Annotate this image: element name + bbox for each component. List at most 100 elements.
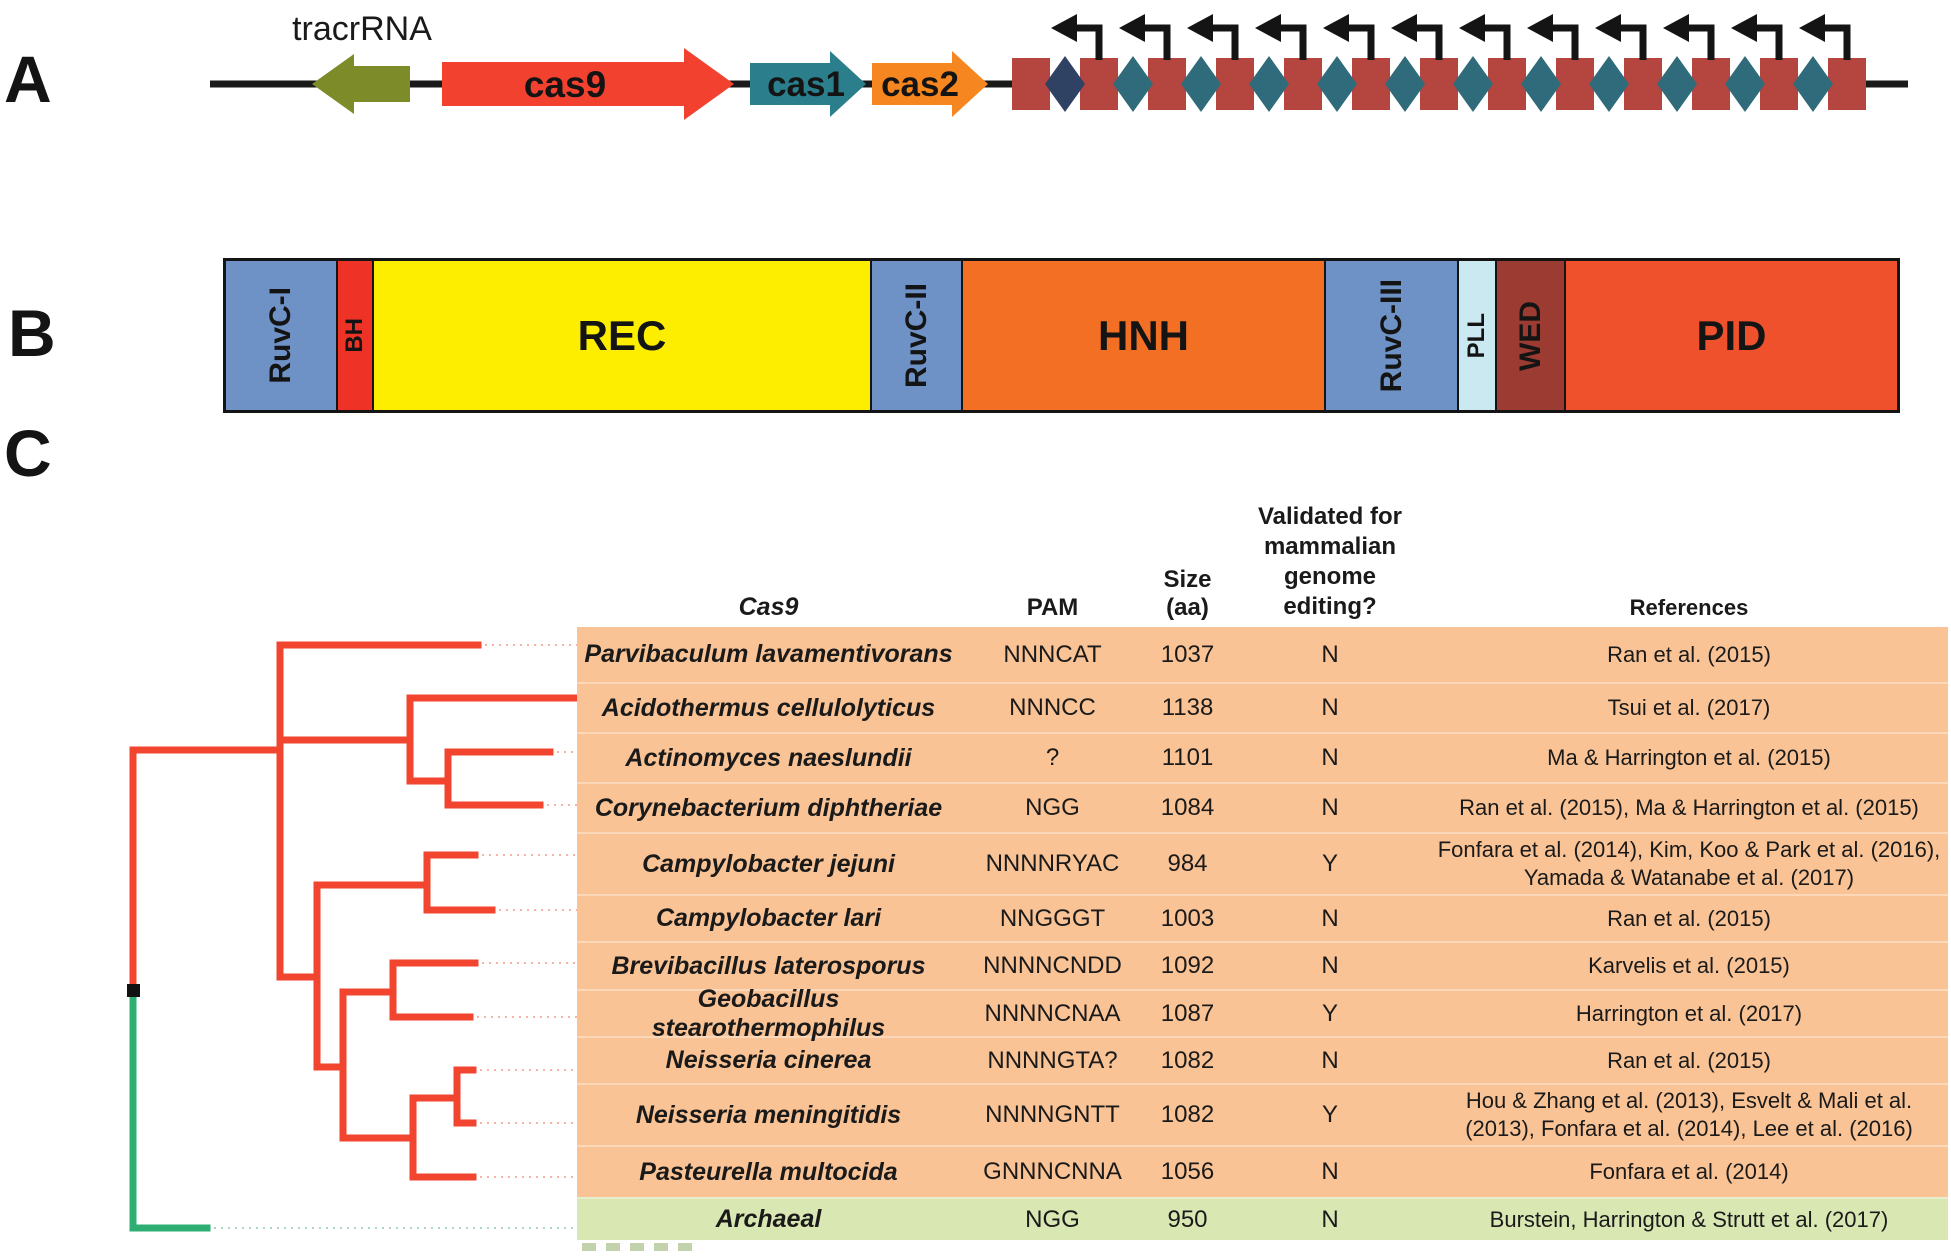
header-cas9: Cas9	[738, 593, 799, 621]
table-row: Campylobacter lari NNGGGT 1003 N Ran et al. …	[577, 894, 1948, 941]
panel-a-label: A	[4, 42, 52, 116]
domain-label: BH	[341, 318, 368, 353]
domain-pid: PID	[1566, 261, 1897, 410]
references-value: Harrington et al. (2017)	[1575, 1000, 1803, 1026]
validated-value: N	[1321, 694, 1339, 721]
species-name: Actinomyces naeslundii	[625, 743, 912, 772]
promoter-arrowhead	[1119, 14, 1145, 42]
promoter-arrow	[1481, 24, 1511, 60]
cas2-label: cas2	[881, 65, 959, 104]
tree-branch-archaeal	[129, 986, 211, 1232]
pam-value: NNGGGT	[999, 904, 1106, 932]
promoter-arrow	[1345, 24, 1375, 60]
domain-label: PID	[1696, 311, 1767, 359]
tracrRNA-label: tracrRNA	[292, 10, 432, 48]
species-name: Campylobacter lari	[655, 904, 882, 932]
pam-value: NNNNCNDD	[983, 952, 1122, 979]
domain-hnh: HNH	[963, 261, 1326, 410]
validated-value: Y	[1321, 850, 1338, 877]
spacer-diamond	[1453, 56, 1493, 112]
promoter-arrow	[1617, 24, 1647, 60]
header-validated: Validated for mammalian genome editing?	[1257, 503, 1403, 620]
species-name: Campylobacter jejuni	[642, 849, 895, 878]
panel-b-label: B	[8, 296, 56, 370]
table-row: Pasteurella multocida GNNNCNNA 1056 N Fonfar…	[577, 1145, 1948, 1197]
promoter-arrowhead	[1255, 14, 1281, 42]
species-name: Pasteurella multocida	[639, 1157, 898, 1186]
pam-value: GNNNCNNA	[983, 1158, 1122, 1185]
repeat-square	[1556, 58, 1594, 110]
table-row: Acidothermus cellulolyticus NNNCC 1138 N Tsu…	[577, 682, 1948, 732]
spacer-diamond	[1793, 56, 1833, 112]
size-value: 1087	[1160, 999, 1215, 1027]
references-value: Fonfara et al. (2014), Kim, Koo & Park e…	[1437, 837, 1941, 890]
phylogenetic-tree	[127, 641, 581, 1232]
domain-label: WED	[1513, 300, 1547, 371]
crispr-locus-diagram: tracrRNA cas9 cas1 cas2	[210, 10, 1908, 120]
pam-value: NNNCC	[1009, 694, 1096, 721]
size-value: 984	[1167, 850, 1208, 877]
promoter-arrowhead	[1731, 14, 1757, 42]
pam-value: NGG	[1025, 794, 1080, 821]
table-row: Neisseria cinerea NNNNGTA? 1082 N Ran et al.…	[577, 1036, 1948, 1083]
spacer-diamond	[1249, 56, 1289, 112]
table-row: Corynebacterium diphtheriae NGG 1084 N Ran e…	[577, 782, 1948, 832]
size-value: 1003	[1160, 904, 1215, 932]
table-header-row: Cas9 PAM Size (aa) Validated for mammali…	[577, 492, 1948, 627]
promoter-arrow	[1549, 24, 1579, 60]
references-value: Ran et al. (2015)	[1607, 905, 1771, 931]
domain-label: HNH	[1098, 311, 1189, 359]
promoter-arrow	[1141, 24, 1171, 60]
promoter-arrowhead	[1527, 14, 1553, 42]
promoter-arrowhead	[1663, 14, 1689, 42]
repeat-square	[1692, 58, 1730, 110]
tracrRNA-gene-arrow	[312, 54, 410, 114]
table-row: Parvibaculum lavamentivorans NNNCAT 1037 N R…	[577, 627, 1948, 682]
spacer-diamond	[1385, 56, 1425, 112]
pam-value: NNNNCNAA	[984, 999, 1121, 1027]
species-name: Brevibacillus laterosporus	[611, 951, 926, 980]
validated-value: N	[1321, 1205, 1339, 1233]
pam-value: NNNNGNTT	[985, 1101, 1120, 1128]
domain-ruvc-ii: RuvC-II	[872, 261, 963, 410]
domain-bh: BH	[338, 261, 374, 410]
tree-root-marker	[127, 984, 140, 997]
spacer-diamond	[1589, 56, 1629, 112]
pam-value: ?	[1045, 744, 1060, 771]
references-value: Ran et al. (2015), Ma & Harrington et al…	[1459, 795, 1919, 820]
cas9-gene-arrow	[442, 48, 734, 120]
references-value: Burstein, Harrington & Strutt et al. (20…	[1489, 1206, 1889, 1232]
size-value: 950	[1167, 1205, 1208, 1233]
references-value: Ma & Harrington et al. (2015)	[1547, 745, 1831, 770]
promoter-arrow	[1753, 24, 1783, 60]
panel-c-label: C	[4, 416, 52, 490]
domain-rec: REC	[374, 261, 872, 410]
repeat-square	[1284, 58, 1322, 110]
size-value: 1082	[1160, 1101, 1215, 1128]
domain-ruvc-iii: RuvC-III	[1326, 261, 1459, 410]
validated-value: N	[1321, 794, 1339, 821]
spacer-diamond	[1045, 56, 1085, 112]
cas9-label: cas9	[524, 64, 606, 105]
species-name: Parvibaculum lavamentivorans	[584, 640, 953, 668]
references-value: Hou & Zhang et al. (2013), Esvelt & Mali…	[1465, 1088, 1913, 1141]
species-name: Geobacillus stearothermophilus	[651, 984, 886, 1042]
species-name: Corynebacterium diphtheriae	[594, 793, 943, 822]
species-name: Acidothermus cellulolyticus	[601, 693, 936, 722]
repeat-square	[1216, 58, 1254, 110]
repeat-square	[1352, 58, 1390, 110]
cropped-text-artifact	[582, 1243, 702, 1251]
species-name: Neisseria cinerea	[665, 1046, 872, 1074]
validated-value: N	[1321, 744, 1339, 771]
validated-value: N	[1321, 952, 1339, 979]
references-value: Ran et al. (2015)	[1607, 641, 1771, 667]
header-references: References	[1629, 595, 1749, 620]
domain-label: RuvC-I	[264, 287, 297, 384]
repeat-square	[1760, 58, 1798, 110]
table-row: Archaeal NGG 950 N Burstein, Harrington & St…	[577, 1197, 1948, 1240]
cas9-domain-bar: RuvC-I BH REC RuvC-II HNH RuvC-III PLL WED PID	[223, 258, 1900, 413]
size-value: 1084	[1160, 794, 1215, 821]
promoter-arrowhead	[1323, 14, 1349, 42]
table-row: Brevibacillus laterosporus NNNNCNDD 1092 N K…	[577, 941, 1948, 989]
